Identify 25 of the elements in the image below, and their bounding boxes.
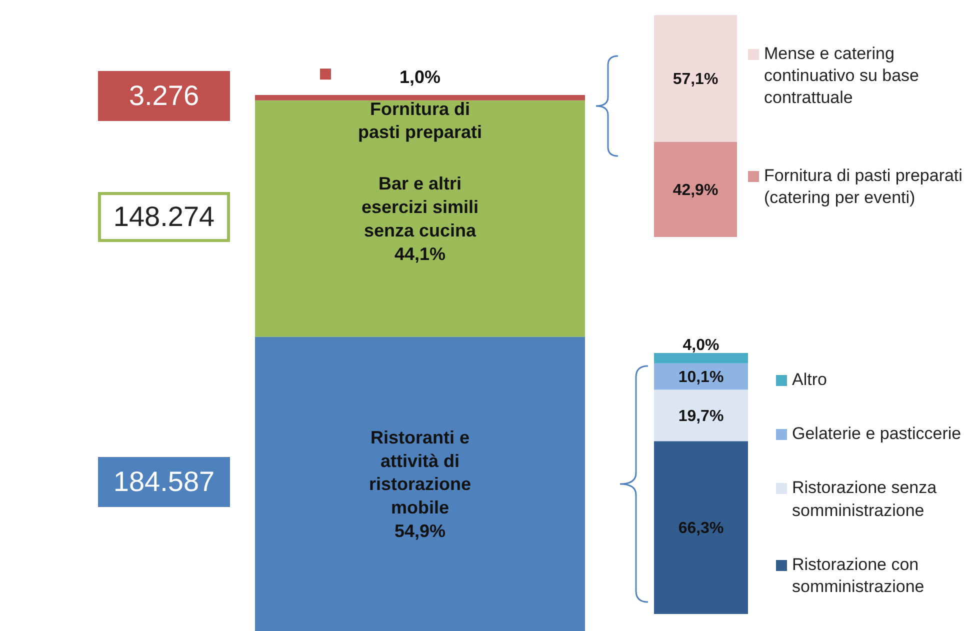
legend-label: Ristorazione senza somministrazione — [792, 477, 938, 522]
data-label: 57,1% — [672, 70, 718, 88]
legend-label: Fornitura di pasti preparati (catering per eventi) — [764, 164, 964, 210]
legend-label: Ristorazione con somministrazione — [792, 554, 926, 598]
legend-label: Mense e catering continuativo su base contrattuale — [764, 42, 920, 110]
series-label: Bar e altri esercizi simili senza cucina — [361, 174, 479, 241]
text: 3.276 — [98, 70, 230, 121]
bar — [654, 390, 748, 442]
data-label: 54,9% — [394, 520, 446, 541]
bar — [654, 441, 748, 614]
series-label: Ristoranti e attività di ristorazione mobile — [368, 427, 472, 518]
data-label: 4,0% — [682, 337, 720, 354]
data-label: 19,7% — [678, 408, 724, 426]
legend-label: Altro — [792, 369, 827, 392]
data-label: 1,0% — [399, 67, 441, 87]
bar — [654, 363, 748, 390]
legend-label: Gelaterie e pasticcerie — [792, 423, 962, 446]
data-label: 42,9% — [672, 182, 718, 199]
bar — [654, 353, 748, 364]
text: 148.274 — [98, 192, 230, 242]
data-label: 66,3% — [678, 520, 724, 538]
series-label: Fornitura di pasti preparati — [358, 98, 482, 142]
data-label: 10,1% — [678, 369, 724, 386]
data-label: 44,1% — [394, 244, 446, 264]
text: 184.587 — [98, 456, 230, 507]
